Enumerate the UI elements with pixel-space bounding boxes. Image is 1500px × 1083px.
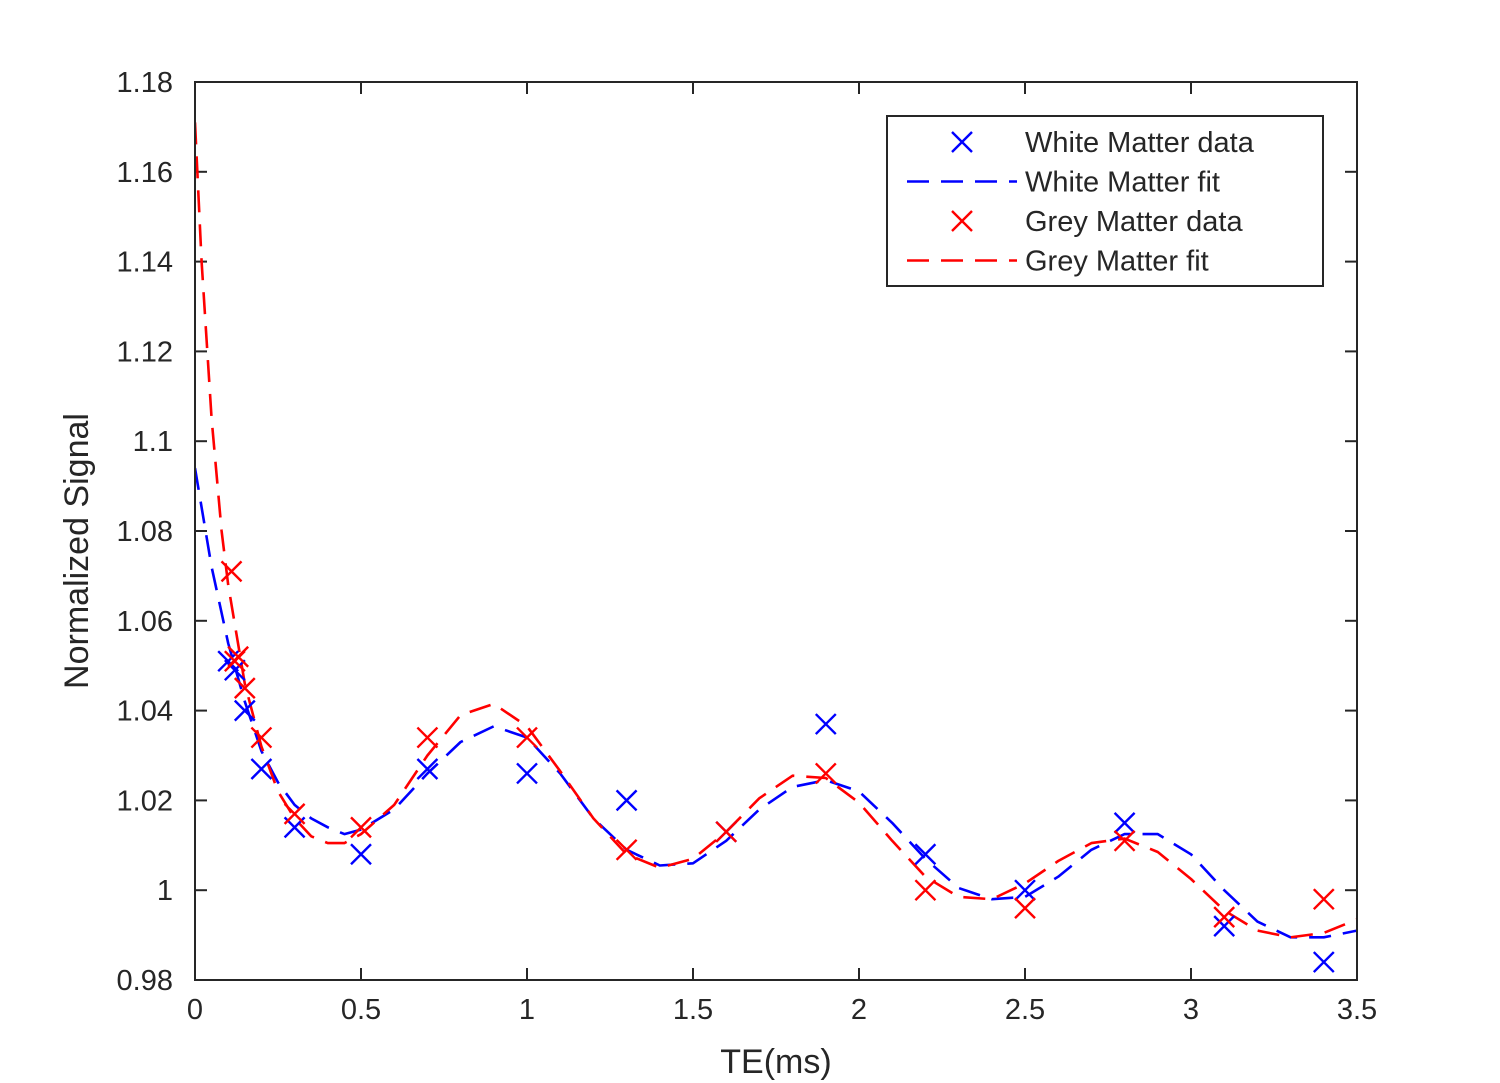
grey-matter-data-point: [914, 879, 937, 902]
y-tick-label: 1.1: [133, 426, 173, 458]
y-tick-label: 1.12: [117, 336, 173, 368]
y-tick-label: 1.18: [117, 67, 173, 99]
x-tick-label: 3: [1183, 994, 1199, 1026]
white-matter-data-point: [223, 659, 246, 682]
grey-matter-data-point: [227, 645, 250, 668]
x-tick-label: 2: [851, 994, 867, 1026]
y-axis-title: Normalized Signal: [58, 413, 96, 689]
legend-white-matter-data-marker: [951, 131, 973, 153]
grey-matter-data-point: [1312, 888, 1335, 911]
y-tick-label: 1.02: [117, 785, 173, 817]
legend-white-matter-fit-label: White Matter fit: [1025, 167, 1220, 199]
x-axis-title: TE(ms): [720, 1043, 831, 1081]
legend-grey-matter-data-marker: [951, 210, 973, 232]
grey-matter-data-point: [715, 820, 738, 843]
white-matter-data-point: [1113, 812, 1136, 834]
x-tick-label: 2.5: [1005, 994, 1045, 1026]
legend-white-matter-data-label: White Matter data: [1025, 127, 1255, 159]
y-tick-label: 1.16: [117, 157, 173, 189]
white-matter-data-point: [615, 789, 638, 812]
white-matter-data-point: [250, 758, 273, 780]
y-tick-label: 1.08: [117, 516, 173, 548]
white-matter-data-point: [416, 758, 439, 780]
white-matter-data-point: [814, 713, 837, 735]
grey-matter-data-point: [615, 838, 638, 861]
x-tick-label: 1: [519, 994, 535, 1026]
grey-matter-data-point: [416, 726, 439, 749]
white-matter-data-point: [1312, 951, 1335, 973]
grey-matter-data-point: [814, 762, 837, 785]
grey-matter-fit-line: [195, 122, 1357, 939]
grey-matter-data-point: [1113, 829, 1136, 852]
legend-grey-matter-data-label: Grey Matter data: [1025, 206, 1243, 238]
y-tick-label: 1: [157, 875, 173, 907]
y-tick-label: 1.04: [117, 696, 173, 728]
x-tick-label: 3.5: [1337, 994, 1377, 1026]
ticks-layer: [194, 81, 1358, 981]
y-tick-label: 1.14: [117, 247, 173, 279]
grey-matter-data-point: [220, 560, 243, 583]
grey-matter-data-point: [283, 803, 306, 825]
grey-matter-data-point: [1014, 897, 1036, 920]
grey-matter-data-point: [350, 816, 372, 839]
grey-matter-data-point: [1213, 906, 1236, 928]
white-matter-data-point: [516, 762, 538, 785]
white-matter-data-point: [233, 699, 256, 722]
labels-layer: 0 0.5 1 1.5 2 2.5 3 3.5 0.98 1 1.02 1.04 1.06 1.08 1.1…: [117, 67, 1378, 1026]
grey-matter-data-point: [516, 726, 538, 749]
x-tick-label: 1.5: [673, 994, 713, 1026]
white-matter-data-point: [350, 843, 372, 866]
markers-layer: [217, 560, 1335, 973]
lines-layer: [195, 122, 1357, 939]
white-matter-data-point: [1014, 879, 1036, 902]
x-tick-label: 0: [187, 994, 203, 1026]
white-matter-fit-line: [195, 467, 1357, 939]
plot-frame: [194, 81, 1358, 981]
y-tick-label: 0.98: [117, 965, 173, 997]
legend: White Matter data White Matter fit Grey Ma…: [886, 115, 1324, 287]
grey-matter-data-point: [233, 677, 256, 699]
x-tick-label: 0.5: [341, 994, 381, 1026]
white-matter-data-point: [914, 843, 937, 866]
y-tick-label: 1.06: [117, 606, 173, 638]
grey-matter-data-point: [250, 726, 273, 749]
white-matter-data-point: [1213, 915, 1236, 937]
legend-grey-matter-fit-label: Grey Matter fit: [1025, 246, 1209, 278]
